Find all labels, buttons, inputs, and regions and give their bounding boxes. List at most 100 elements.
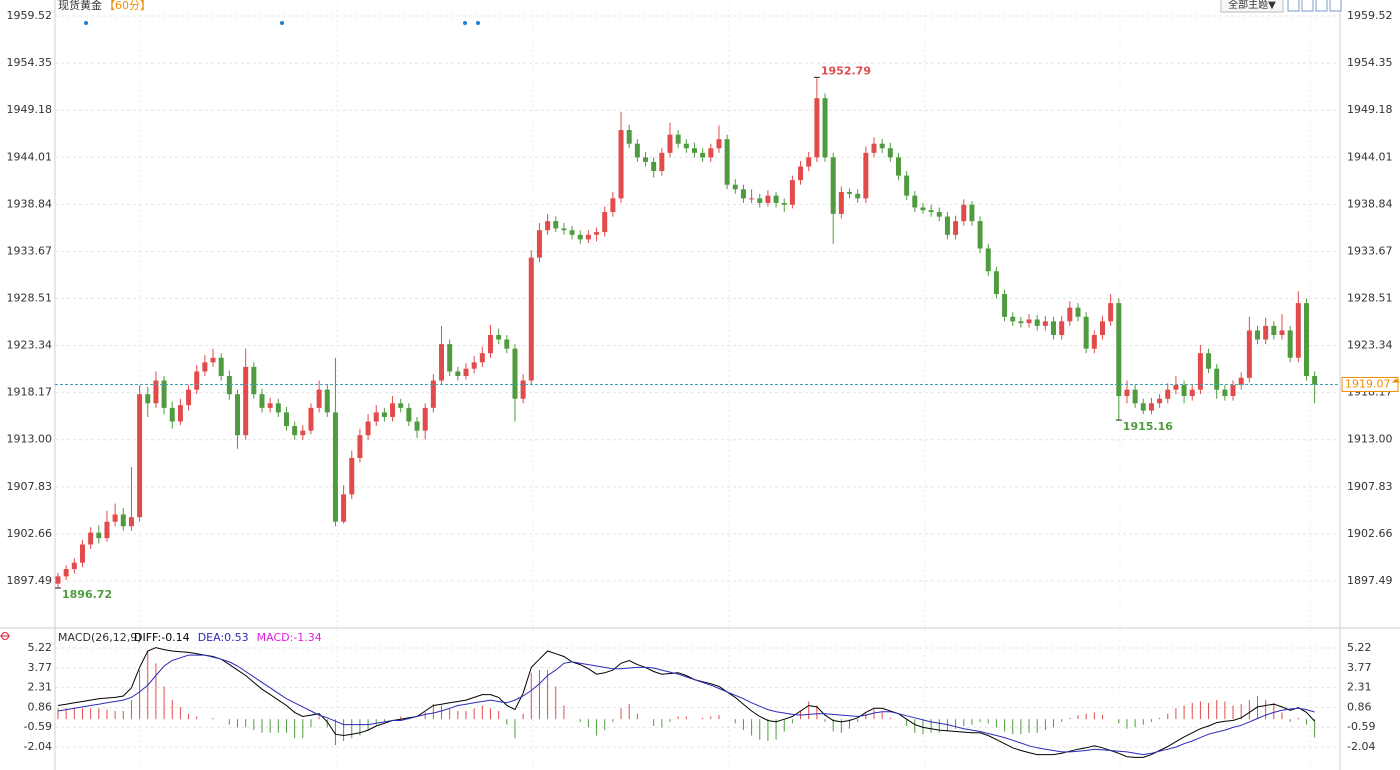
extreme-label: 1952.79 (821, 64, 871, 77)
candle-body (675, 134, 681, 144)
y-tick-label-right: 1959.52 (1347, 9, 1393, 22)
candle-body (651, 161, 657, 172)
candle-body (1140, 403, 1146, 411)
theme-button-label: 全部主题▼ (1228, 0, 1276, 11)
candle-body (1124, 389, 1130, 397)
y-tick-label-right: 1933.67 (1347, 244, 1393, 257)
candle-body (912, 195, 918, 208)
candle-body (504, 339, 510, 349)
y-tick-label: 2.31 (28, 681, 53, 694)
candle-body (1067, 307, 1073, 322)
candle-body (993, 271, 999, 295)
candle-body (798, 166, 804, 181)
candles (55, 77, 1318, 589)
candle-body (79, 544, 85, 563)
macd-line (57, 654, 1315, 756)
candle-body (569, 230, 575, 235)
candle-body (1230, 385, 1236, 397)
candle-body (855, 193, 861, 199)
candle-body (1075, 307, 1081, 317)
y-tick-label: 1913.00 (7, 433, 53, 446)
candle-body (773, 195, 779, 203)
macd-line (57, 647, 1315, 758)
event-dot (476, 21, 480, 25)
candle-body (1255, 330, 1261, 340)
candle-body (324, 389, 330, 413)
y-tick-label: 1954.35 (7, 56, 53, 69)
y-tick-label: 5.22 (28, 641, 53, 654)
candle-body (1157, 398, 1163, 404)
candle-body (1271, 325, 1277, 335)
candle-body (55, 576, 61, 584)
y-tick-label-right: 1902.66 (1347, 527, 1393, 540)
candle-body (145, 394, 151, 404)
extreme-label: 1896.72 (62, 588, 112, 601)
candle-body (63, 569, 69, 577)
candle-body (381, 412, 387, 417)
y-tick-label-right: 1954.35 (1347, 56, 1393, 69)
tool-icon[interactable] (1301, 0, 1314, 12)
tool-icon[interactable] (1329, 0, 1342, 12)
tool-icon[interactable] (1315, 0, 1328, 12)
tool-icon[interactable] (1287, 0, 1300, 12)
y-tick-label: 1902.66 (7, 527, 53, 540)
candle-body (904, 175, 910, 196)
candle-body (283, 412, 289, 427)
candle-body (96, 532, 102, 539)
candle-body (316, 389, 322, 408)
candle-body (406, 407, 412, 422)
candle-body (169, 407, 175, 422)
candle-body (961, 204, 967, 222)
candle-body (71, 562, 77, 570)
candle-body (1238, 377, 1244, 386)
candle-body (161, 380, 167, 408)
y-tick-label: 1907.83 (7, 480, 53, 493)
candle-body (822, 98, 828, 158)
candle-body (1287, 330, 1293, 358)
candle-body (479, 353, 485, 363)
candle-body (969, 204, 975, 222)
candle-body (732, 184, 738, 190)
candle-body (814, 98, 820, 158)
candle-body (838, 191, 844, 214)
candle-body (634, 143, 640, 158)
candle-body (186, 389, 192, 406)
candle-body (1222, 389, 1228, 397)
candle-body (120, 514, 126, 527)
candle-body (218, 357, 224, 376)
y-tick-label-right: 0.86 (1347, 700, 1372, 713)
candle-body (944, 216, 950, 235)
candle-body (243, 366, 249, 436)
legend-entry: MACD:-1.34 (257, 631, 322, 644)
theme-button[interactable] (1220, 0, 1284, 13)
candle-body (447, 344, 453, 372)
indicator-icon (0, 632, 10, 640)
candle-body (390, 403, 396, 417)
y-tick-label-right: -0.59 (1347, 720, 1375, 733)
candle-body (1083, 316, 1089, 349)
candle-body (267, 403, 273, 408)
candle-body (177, 405, 183, 422)
candle-body (104, 521, 110, 539)
candle-body (863, 152, 869, 199)
candle-body (194, 371, 200, 390)
candle-body (512, 348, 518, 399)
y-tick-label: -2.04 (24, 740, 52, 753)
candle-body (610, 198, 616, 213)
candle-body (536, 230, 542, 258)
candle-body (985, 248, 991, 272)
y-tick-label: 1923.34 (7, 339, 53, 352)
candle-body (830, 157, 836, 214)
candle-body (463, 368, 469, 376)
candle-body (1026, 319, 1032, 324)
candle-body (528, 257, 534, 381)
candle-body (357, 435, 363, 458)
candle-body (659, 152, 665, 172)
candle-body (414, 421, 420, 431)
candle-body (545, 221, 551, 231)
candle-body (1132, 389, 1138, 404)
chart-subtitle: 【60分】 (104, 0, 151, 12)
candle-body (137, 394, 143, 518)
candle-body (553, 221, 559, 229)
